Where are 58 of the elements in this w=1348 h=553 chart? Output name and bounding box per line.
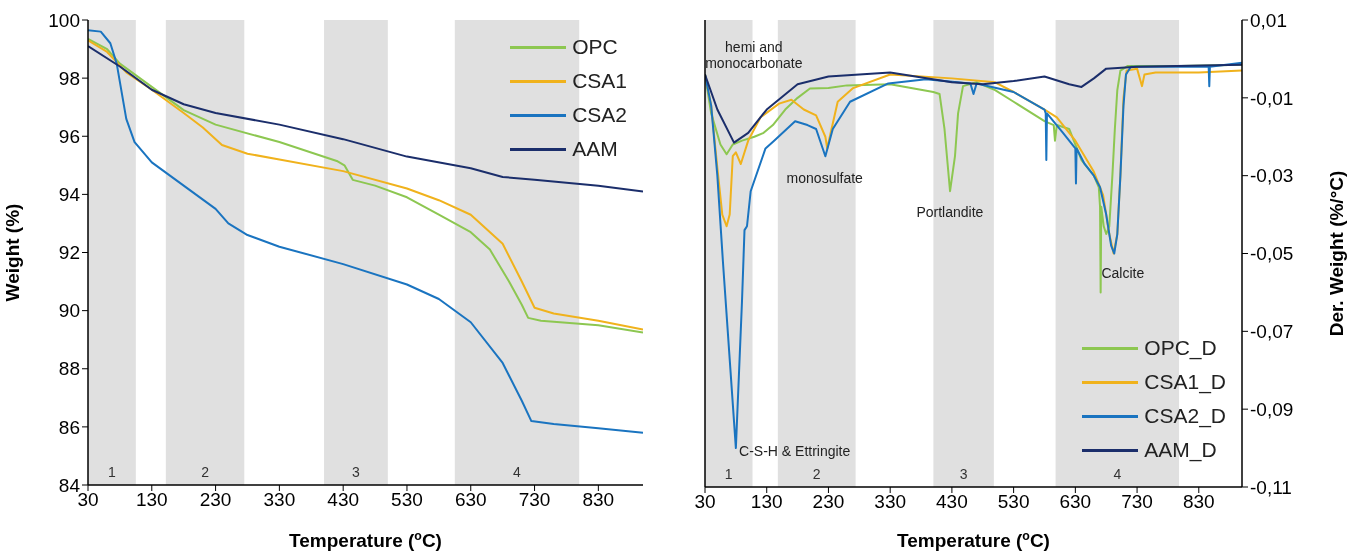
y2-tick-label: -0,03	[1250, 165, 1294, 187]
y-tick-label: 94	[58, 184, 81, 206]
annotation: Portlandite	[916, 204, 984, 221]
x-tick-label: 330	[874, 491, 907, 513]
y-tick-label: 88	[58, 358, 80, 380]
band-label: 4	[513, 464, 522, 480]
x-tick-label: 630	[1059, 491, 1092, 513]
x-tick-label: 530	[997, 491, 1030, 513]
band-label: 2	[201, 464, 210, 480]
legend-label: AAM_D	[1144, 437, 1217, 463]
x-tick-label: 630	[454, 489, 487, 511]
y2-tick-label: -0,05	[1250, 243, 1294, 265]
y-tick-label: 86	[58, 416, 80, 438]
x-tick-label: 30	[694, 491, 716, 513]
x-tick-label: 230	[199, 489, 232, 511]
y2-tick-label: -0,11	[1250, 476, 1292, 498]
x-tick-label: 830	[582, 489, 615, 511]
x-tick-label: 330	[263, 489, 296, 511]
band-label: 3	[352, 464, 361, 480]
legend-label: CSA2	[572, 102, 627, 128]
x-tick-label: 530	[391, 489, 423, 511]
annotation: monosulfate	[786, 169, 864, 186]
y-tick-label: 98	[58, 67, 80, 89]
band-label: 1	[108, 464, 117, 480]
legend-label: OPC_D	[1144, 335, 1217, 361]
x-tick-label: 430	[936, 491, 968, 513]
x-tick-label: 830	[1182, 491, 1215, 513]
x-axis-title: Temperature ($^{o}$C)	[897, 529, 1050, 551]
annotation: Calcite	[1101, 265, 1145, 282]
line-series	[88, 29, 643, 434]
band-label: 4	[1113, 466, 1122, 482]
y-tick-label: 92	[58, 242, 80, 264]
band-label: 1	[724, 466, 733, 482]
y2-tick-label: -0,07	[1250, 321, 1294, 343]
x-tick-label: 130	[750, 491, 783, 513]
legend-label: CSA1	[572, 68, 627, 94]
y2-tick-label: -0,09	[1250, 398, 1294, 420]
y2-axis-title: Der. Weight (%/°C)	[1325, 170, 1347, 337]
y2-tick-label: -0,01	[1250, 87, 1294, 109]
x-axis-title: Temperature ($^{o}$C)	[289, 529, 442, 551]
x-tick-label: 730	[518, 489, 551, 511]
y-tick-label: 90	[58, 300, 80, 322]
x-tick-label: 730	[1121, 491, 1153, 513]
x-tick-label: 230	[812, 491, 845, 513]
legend-label: CSA1_D	[1144, 369, 1226, 395]
legend-label: OPC	[572, 34, 618, 60]
annotation: C-S-H & Ettringite	[739, 442, 851, 459]
x-tick-label: 430	[327, 489, 360, 511]
band-label: 3	[959, 466, 968, 482]
x-tick-label: 130	[135, 489, 168, 511]
annotation: hemi and monocarbonate	[705, 39, 803, 72]
y-tick-label: 96	[58, 125, 80, 147]
y-axis-title: Weight (%)	[1, 203, 23, 302]
y-tick-label: 100	[48, 9, 80, 31]
band-label: 2	[812, 466, 821, 482]
legend-label: CSA2_D	[1144, 403, 1226, 429]
legend-label: AAM	[572, 136, 618, 162]
y2-tick-label: 0,01	[1250, 9, 1287, 31]
